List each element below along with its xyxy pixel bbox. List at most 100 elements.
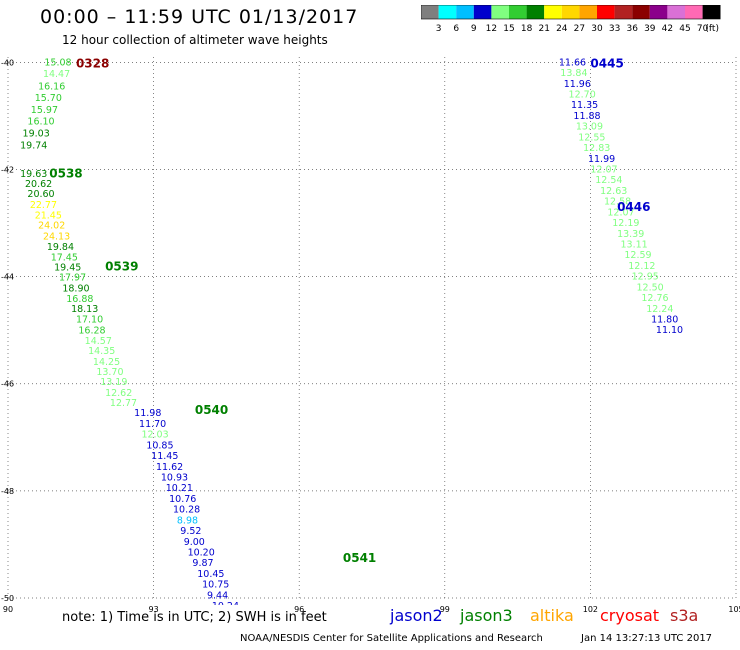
wave-height-label: 9.52 xyxy=(180,526,201,537)
wave-height-label: 11.10 xyxy=(656,325,683,336)
wave-height-label: 20.60 xyxy=(27,189,54,200)
wave-height-label: 21.45 xyxy=(35,211,62,222)
wave-height-label: 11.45 xyxy=(151,451,178,462)
legend-swatch xyxy=(491,5,509,19)
wave-height-label: 17.10 xyxy=(76,314,103,325)
wave-height-label: 11.96 xyxy=(564,79,591,90)
legend-swatch xyxy=(667,5,685,19)
legend-swatch xyxy=(456,5,474,19)
wave-height-label: 12.59 xyxy=(624,250,651,261)
legend-unit: (ft) xyxy=(705,24,719,34)
wave-height-label: 12.77 xyxy=(110,398,137,409)
legend-swatch xyxy=(597,5,615,19)
wave-height-label: 11.62 xyxy=(156,462,183,473)
wave-height-label: 12.07 xyxy=(607,207,634,218)
wave-height-label: 12.76 xyxy=(641,293,668,304)
wave-height-label: 22.77 xyxy=(30,200,57,211)
wave-height-label: 10.85 xyxy=(146,440,173,451)
wave-height-label: 8.98 xyxy=(177,515,198,526)
wave-height-label: 24.13 xyxy=(43,231,70,242)
y-tick-label: -44 xyxy=(1,273,14,282)
legend-swatch xyxy=(702,5,721,19)
timestamp: Jan 14 13:27:13 UTC 2017 xyxy=(581,633,713,644)
chart-subtitle: 12 hour collection of altimeter wave hei… xyxy=(62,33,328,47)
x-tick-label: 102 xyxy=(583,605,598,614)
legend-tick-label: 45 xyxy=(679,24,690,34)
legend-swatch xyxy=(544,5,562,19)
wave-height-label: 17.45 xyxy=(51,252,78,263)
wave-height-label: 19.74 xyxy=(20,140,47,151)
legend-swatch xyxy=(685,5,703,19)
wave-height-label: 12.54 xyxy=(595,175,622,186)
wave-height-label: 13.09 xyxy=(576,122,603,133)
wave-height-label: 12.95 xyxy=(632,272,659,283)
pass-time-label: 0445 xyxy=(590,56,623,70)
wave-height-label: 14.25 xyxy=(93,357,120,368)
wave-height-label: 11.35 xyxy=(571,100,598,111)
legend-tick-label: 36 xyxy=(626,24,638,34)
legend-tick-label: 39 xyxy=(644,24,656,34)
wave-height-label: 19.45 xyxy=(54,263,81,274)
wave-height-label: 17.97 xyxy=(59,273,86,284)
x-tick-label: 90 xyxy=(3,605,13,614)
wave-height-label: 12.24 xyxy=(646,304,673,315)
wave-height-label: 11.66 xyxy=(559,57,586,68)
wave-height-label: 16.88 xyxy=(66,294,93,305)
y-tick-label: -46 xyxy=(1,380,14,389)
legend-jason3: jason3 xyxy=(460,606,513,625)
wave-height-label: 10.75 xyxy=(202,580,229,591)
y-tick-label: -48 xyxy=(1,487,14,496)
legend-tick-label: 30 xyxy=(591,24,603,34)
wave-height-label: 15.08 xyxy=(44,57,71,68)
legend-tick-label: 15 xyxy=(503,24,514,34)
wave-height-label: 13.19 xyxy=(100,377,127,388)
wave-height-label: 16.16 xyxy=(38,81,65,92)
footnote: note: 1) Time is in UTC; 2) SWH is in fe… xyxy=(62,610,327,625)
wave-height-label: 10.76 xyxy=(169,494,196,505)
wave-height-label: 19.03 xyxy=(23,129,50,140)
wave-height-label: 12.07 xyxy=(590,164,617,175)
wave-height-label: 12.50 xyxy=(637,282,664,293)
wave-height-label: 18.13 xyxy=(71,304,98,315)
wave-height-label: 9.87 xyxy=(192,558,213,569)
wave-height-label: 12.70 xyxy=(569,89,596,100)
legend-swatch xyxy=(509,5,527,19)
wave-height-label: 11.99 xyxy=(588,154,615,165)
legend-tick-label: 42 xyxy=(662,24,673,34)
wave-height-label: 12.03 xyxy=(141,430,168,441)
legend-tick-label: 18 xyxy=(521,24,533,34)
wave-height-label: 12.55 xyxy=(578,132,605,143)
wave-height-label: 18.90 xyxy=(62,283,89,294)
wave-height-label: 11.98 xyxy=(134,408,161,419)
wave-height-label: 10.93 xyxy=(161,472,188,483)
legend-jason2: jason2 xyxy=(390,606,443,625)
wave-height-label: 13.39 xyxy=(617,229,644,240)
legend-tick-label: 6 xyxy=(453,24,459,34)
wave-height-label: 11.70 xyxy=(139,419,166,430)
legend-swatch xyxy=(614,5,633,19)
wave-height-label: 20.62 xyxy=(25,179,52,190)
color-legend: 3 6 9 12 15 18 21 24 27 30 33 36 39 42 45 70(ft) xyxy=(421,5,721,34)
legend-tick-label: 9 xyxy=(471,24,477,34)
pass-time-label: 0328 xyxy=(76,56,109,70)
legend-swatch xyxy=(473,5,492,19)
wave-height-label: 12.63 xyxy=(600,186,627,197)
wave-height-label: 13.84 xyxy=(560,68,587,79)
x-tick-label: 93 xyxy=(149,605,159,614)
wave-height-label: 14.57 xyxy=(85,336,112,347)
legend-tick-label: 70 xyxy=(697,24,709,34)
wave-height-label: 12.19 xyxy=(612,218,639,229)
wave-height-label: 14.35 xyxy=(88,346,115,357)
legend-tick-label: 12 xyxy=(486,24,497,34)
wave-height-label: 12.58 xyxy=(604,197,631,208)
pass-time-label: 0541 xyxy=(343,551,376,565)
wave-height-label: 10.45 xyxy=(197,569,224,580)
wave-height-label: 19.63 xyxy=(20,169,47,180)
y-tick-label: -50 xyxy=(1,594,14,603)
x-tick-label: 99 xyxy=(440,605,450,614)
credit-line: NOAA/NESDIS Center for Satellite Applica… xyxy=(240,633,543,644)
wave-height-label: 13.11 xyxy=(620,239,647,250)
pass-time-label: 0539 xyxy=(105,259,138,273)
legend-frame xyxy=(421,5,721,20)
